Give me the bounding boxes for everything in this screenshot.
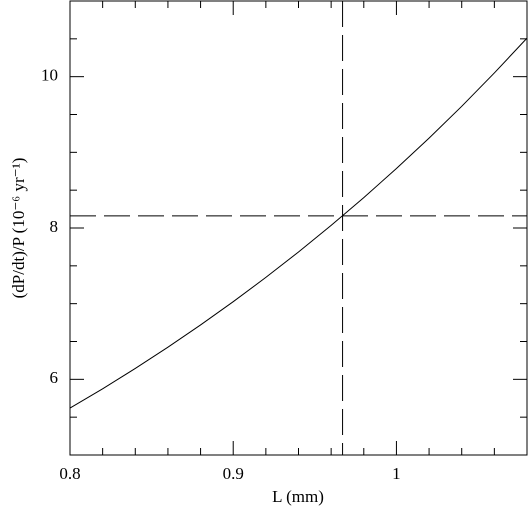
y-tick-label: 6 (50, 368, 59, 387)
line-series (69, 37, 528, 409)
x-tick-label: 0.8 (59, 464, 80, 483)
plot-frame (69, 0, 528, 456)
y-tick-label: 10 (41, 66, 58, 85)
x-axis-label: L (mm) (272, 487, 324, 506)
y-tick-label: 8 (50, 217, 59, 236)
x-tick-label: 1 (392, 464, 401, 483)
x-tick-label: 0.9 (223, 464, 244, 483)
y-axis-label: (dP/dt)/P (10⁻⁶ yr⁻¹) (9, 158, 28, 299)
